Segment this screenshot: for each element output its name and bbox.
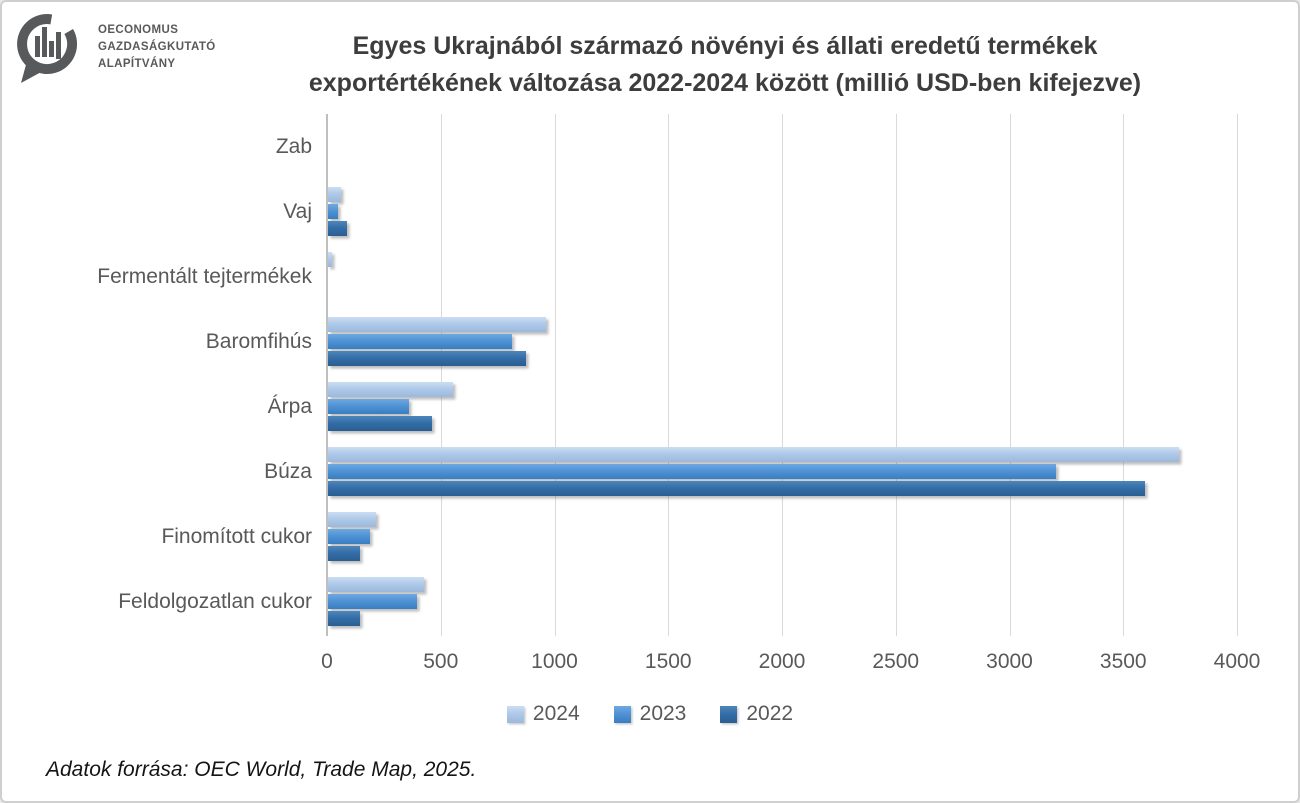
category-label: Finomított cukor xyxy=(161,525,312,548)
bar-2023-finomított-cukor xyxy=(328,529,371,544)
category-label: Árpa xyxy=(267,395,312,418)
legend-swatch-icon xyxy=(506,705,524,723)
x-tick-label: 1500 xyxy=(644,650,692,673)
x-tick-label: 2000 xyxy=(758,650,806,673)
bar-2024-árpa xyxy=(328,382,454,397)
legend-swatch-icon xyxy=(720,705,738,723)
category-axis-line xyxy=(326,114,328,636)
gridline-x-3500 xyxy=(1123,114,1125,636)
bar-2023-árpa xyxy=(328,399,409,414)
logo-org-line1: OECONOMUS xyxy=(98,24,179,36)
category-label: Feldolgozatlan cukor xyxy=(118,590,312,613)
chart-title-line2: exportértékének változása 2022-2024 közö… xyxy=(308,69,1142,97)
chart-title-line1: Egyes Ukrajnából származó növényi és áll… xyxy=(352,32,1098,60)
category-label: Fermentált tejtermékek xyxy=(97,265,312,288)
gridline-x-1000 xyxy=(554,114,556,636)
category-label: Búza xyxy=(264,460,312,483)
gridline-x-4000 xyxy=(1237,114,1238,636)
bar-2023-baromfihús xyxy=(328,334,513,349)
logo-org-line2: GAZDASÁGKUTATÓ xyxy=(98,41,216,53)
chart-title: Egyes Ukrajnából származó növényi és áll… xyxy=(172,28,1278,102)
x-tick-label: 2500 xyxy=(872,650,920,673)
x-tick-label: 3000 xyxy=(986,650,1033,673)
bar-2022-baromfihús xyxy=(328,351,526,366)
bar-2024-búza xyxy=(328,447,1179,462)
bar-2022-feldolgozatlan-cukor xyxy=(328,611,360,626)
source-note: Adatok forrása: OEC World, Trade Map, 20… xyxy=(46,758,477,781)
legend-swatch-icon xyxy=(613,705,631,723)
legend-label: 2022 xyxy=(746,702,794,725)
gridline-x-2500 xyxy=(895,114,897,636)
logo-org-name: OECONOMUS GAZDASÁGKUTATÓ ALAPÍTVÁNY xyxy=(98,22,216,73)
bar-2022-búza xyxy=(328,481,1145,496)
bar-2022-vaj xyxy=(328,221,348,236)
bar-2024-finomított-cukor xyxy=(328,512,376,527)
oeconomus-logo: OECONOMUS GAZDASÁGKUTATÓ ALAPÍTVÁNY xyxy=(14,10,216,102)
bar-2022-árpa xyxy=(328,416,432,431)
category-label: Baromfihús xyxy=(205,330,312,353)
bar-2022-finomított-cukor xyxy=(328,546,360,561)
gridline-x-500 xyxy=(440,114,442,636)
gridline-x-1500 xyxy=(668,114,670,636)
legend-label: 2023 xyxy=(639,702,687,725)
bar-2024-fermentált-tejtermékek xyxy=(328,252,333,267)
legend-label: 2024 xyxy=(532,702,580,725)
legend-item-2023: 2023 xyxy=(613,702,687,726)
category-label: Zab xyxy=(275,135,312,158)
chart-legend: 2024 2023 2022 xyxy=(2,702,1298,726)
bar-2024-feldolgozatlan-cukor xyxy=(328,577,424,592)
x-tick-label: 500 xyxy=(423,650,459,673)
bar-2024-baromfihús xyxy=(328,317,547,332)
bar-2023-feldolgozatlan-cukor xyxy=(328,594,417,609)
x-tick-label: 1000 xyxy=(531,650,578,673)
gridline-x-2000 xyxy=(782,114,783,636)
legend-item-2022: 2022 xyxy=(720,702,793,726)
x-tick-label: 3500 xyxy=(1099,650,1147,673)
x-tick-label: 4000 xyxy=(1213,650,1261,673)
x-tick-label: 0 xyxy=(321,650,333,673)
legend-item-2024: 2024 xyxy=(506,702,580,726)
logo-org-line3: ALAPÍTVÁNY xyxy=(98,58,176,70)
gridline-x-3000 xyxy=(1009,114,1011,636)
bar-2023-búza xyxy=(328,464,1056,479)
bar-2023-vaj xyxy=(328,204,339,219)
category-label: Vaj xyxy=(283,200,312,223)
oeconomus-logo-icon xyxy=(17,14,78,83)
bar-2024-vaj xyxy=(328,187,341,202)
